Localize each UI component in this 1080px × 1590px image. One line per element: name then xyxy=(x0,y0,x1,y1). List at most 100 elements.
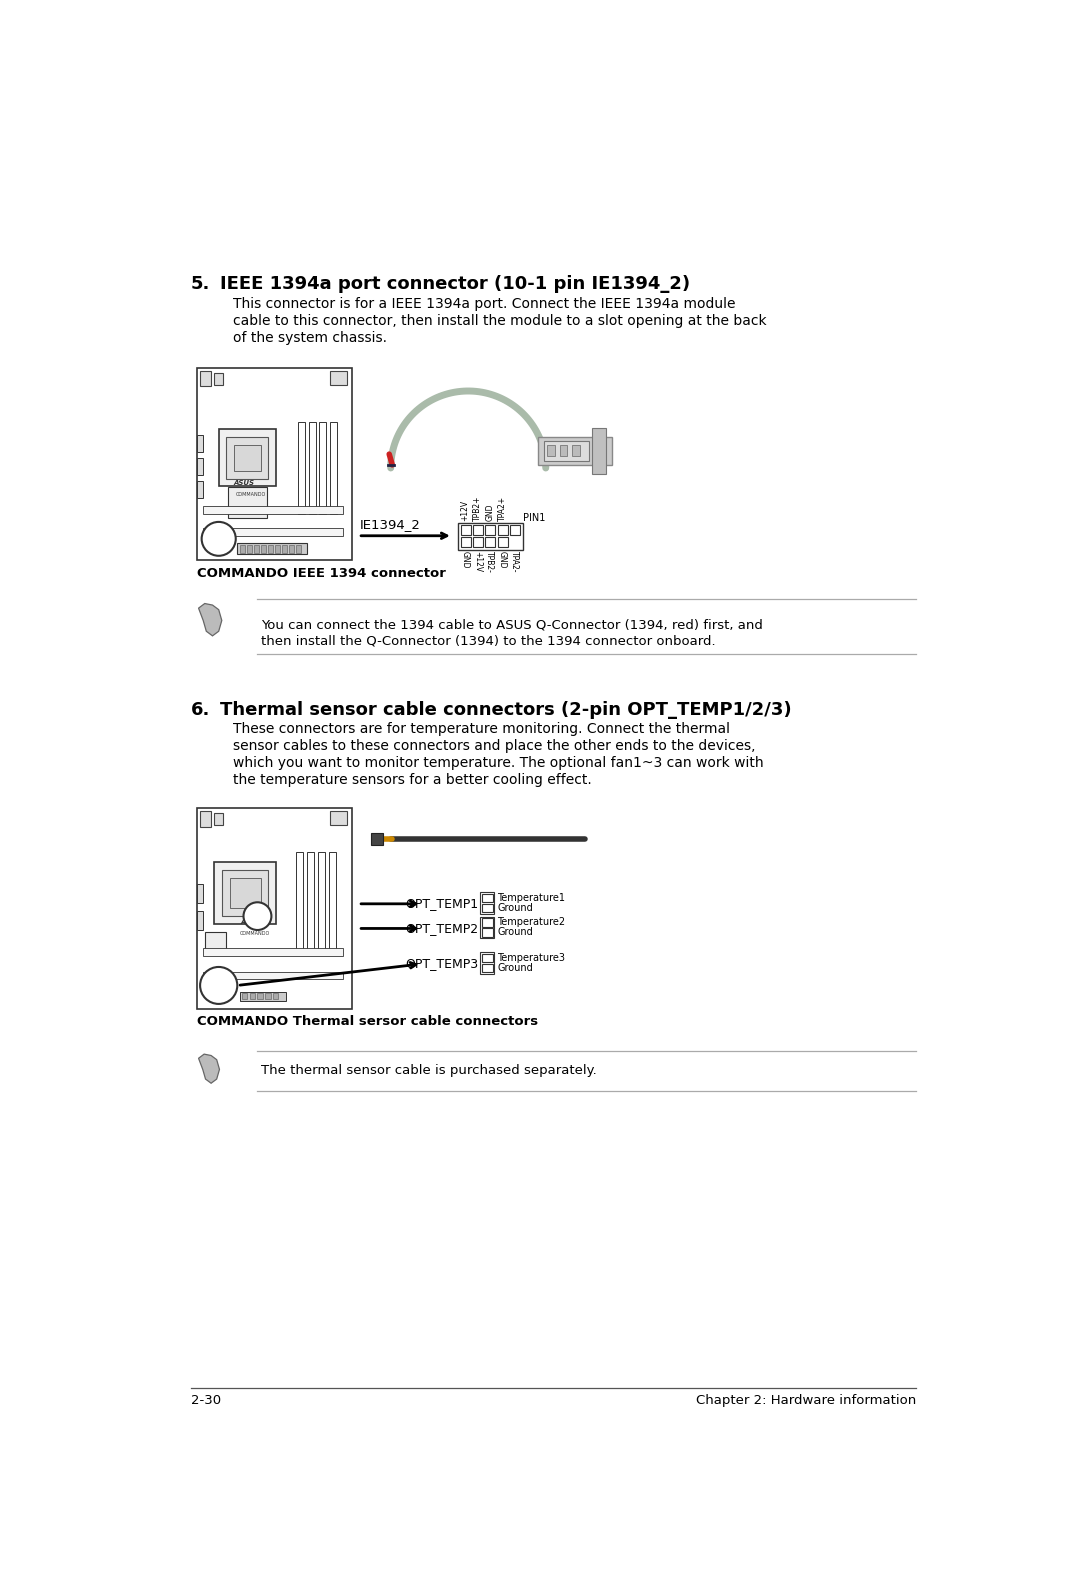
Bar xyxy=(203,971,342,979)
Bar xyxy=(238,544,307,555)
Text: This connector is for a IEEE 1394a port. Connect the IEEE 1394a module: This connector is for a IEEE 1394a port.… xyxy=(233,297,735,312)
Text: then install the Q-Connector (1394) to the 1394 connector onboard.: then install the Q-Connector (1394) to t… xyxy=(260,634,715,647)
Bar xyxy=(481,917,495,938)
Bar xyxy=(289,545,294,553)
Text: 6.: 6. xyxy=(191,701,211,719)
Bar xyxy=(203,949,342,956)
Text: ASUS: ASUS xyxy=(241,919,261,925)
Text: ASUS: ASUS xyxy=(233,480,254,487)
Bar xyxy=(548,445,555,456)
Bar xyxy=(330,370,348,385)
Bar xyxy=(227,437,268,479)
Bar xyxy=(370,833,383,846)
Bar xyxy=(309,421,315,514)
Text: TPA2-: TPA2- xyxy=(510,552,519,572)
Bar xyxy=(214,812,224,825)
Bar xyxy=(255,545,259,553)
Bar xyxy=(482,894,492,902)
Bar xyxy=(538,437,611,464)
Text: cable to this connector, then install the module to a slot opening at the back: cable to this connector, then install th… xyxy=(233,313,767,328)
Bar xyxy=(197,436,203,452)
Text: COMMANDO: COMMANDO xyxy=(240,932,270,937)
Bar xyxy=(197,808,352,1008)
Bar xyxy=(257,994,262,999)
Text: Temperature1: Temperature1 xyxy=(497,892,565,903)
Bar xyxy=(481,952,495,975)
Bar xyxy=(572,445,580,456)
Circle shape xyxy=(200,967,238,1003)
Bar xyxy=(460,537,471,547)
Bar xyxy=(261,545,266,553)
Text: IE1394_2: IE1394_2 xyxy=(360,518,420,531)
Text: IEEE 1394a port connector (10-1 pin IE1394_2): IEEE 1394a port connector (10-1 pin IE13… xyxy=(220,275,690,294)
Circle shape xyxy=(243,902,271,930)
Bar xyxy=(296,545,301,553)
Text: Ground: Ground xyxy=(497,903,534,913)
Bar xyxy=(240,992,286,1000)
Bar xyxy=(242,994,247,999)
Bar xyxy=(230,878,260,908)
Text: Chapter 2: Hardware information: Chapter 2: Hardware information xyxy=(696,1394,916,1407)
Bar xyxy=(460,525,471,534)
Bar xyxy=(482,919,492,927)
Bar xyxy=(214,862,276,924)
Bar xyxy=(247,545,252,553)
Bar xyxy=(485,537,496,547)
Bar xyxy=(205,932,227,949)
Bar xyxy=(214,372,224,385)
Text: GND: GND xyxy=(498,552,507,569)
Bar xyxy=(307,852,314,952)
Bar xyxy=(197,458,203,475)
Bar xyxy=(559,445,567,456)
Bar xyxy=(592,428,606,474)
Text: TPA2+: TPA2+ xyxy=(498,496,507,522)
Text: of the system chassis.: of the system chassis. xyxy=(233,331,388,345)
Bar xyxy=(473,537,483,547)
Bar xyxy=(330,421,337,514)
Text: GND: GND xyxy=(461,552,470,569)
Text: Temperature3: Temperature3 xyxy=(497,952,565,962)
Bar xyxy=(510,525,521,534)
Text: TPB2-: TPB2- xyxy=(485,552,495,572)
Bar xyxy=(200,370,211,386)
Bar xyxy=(282,545,287,553)
Text: Temperature2: Temperature2 xyxy=(497,917,566,927)
Text: The thermal sensor cable is purchased separately.: The thermal sensor cable is purchased se… xyxy=(260,1064,596,1078)
Text: 5.: 5. xyxy=(191,275,211,294)
Text: +12V: +12V xyxy=(461,499,470,522)
Bar xyxy=(197,367,352,560)
Text: GND: GND xyxy=(485,504,495,522)
Bar xyxy=(249,994,255,999)
Bar xyxy=(197,911,203,930)
Bar xyxy=(221,870,268,916)
Bar xyxy=(200,811,211,827)
Bar xyxy=(482,954,492,962)
Bar xyxy=(544,440,590,461)
Text: PIN1: PIN1 xyxy=(523,514,545,523)
Text: the temperature sensors for a better cooling effect.: the temperature sensors for a better coo… xyxy=(233,773,592,787)
Text: +12V: +12V xyxy=(473,552,482,572)
Text: Ground: Ground xyxy=(497,927,534,938)
Text: OPT_TEMP1: OPT_TEMP1 xyxy=(405,897,478,911)
Bar xyxy=(228,487,267,518)
Polygon shape xyxy=(199,604,221,636)
Text: These connectors are for temperature monitoring. Connect the thermal: These connectors are for temperature mon… xyxy=(233,722,730,736)
Bar xyxy=(268,545,273,553)
Bar xyxy=(473,525,483,534)
Bar xyxy=(498,537,508,547)
Text: OPT_TEMP2: OPT_TEMP2 xyxy=(405,922,478,935)
Bar xyxy=(328,852,336,952)
Text: OPT_TEMP3: OPT_TEMP3 xyxy=(405,957,478,970)
Bar xyxy=(241,545,245,553)
Bar xyxy=(482,903,492,913)
Bar xyxy=(203,528,342,536)
Bar xyxy=(485,525,496,534)
Bar xyxy=(296,852,303,952)
Bar xyxy=(273,994,279,999)
Bar xyxy=(197,482,203,498)
Bar xyxy=(266,994,271,999)
Text: Thermal sensor cable connectors (2-pin OPT_TEMP1/2/3): Thermal sensor cable connectors (2-pin O… xyxy=(220,701,792,719)
Bar xyxy=(218,429,276,487)
Bar xyxy=(498,525,508,534)
Text: You can connect the 1394 cable to ASUS Q-Connector (1394, red) first, and: You can connect the 1394 cable to ASUS Q… xyxy=(260,619,762,631)
